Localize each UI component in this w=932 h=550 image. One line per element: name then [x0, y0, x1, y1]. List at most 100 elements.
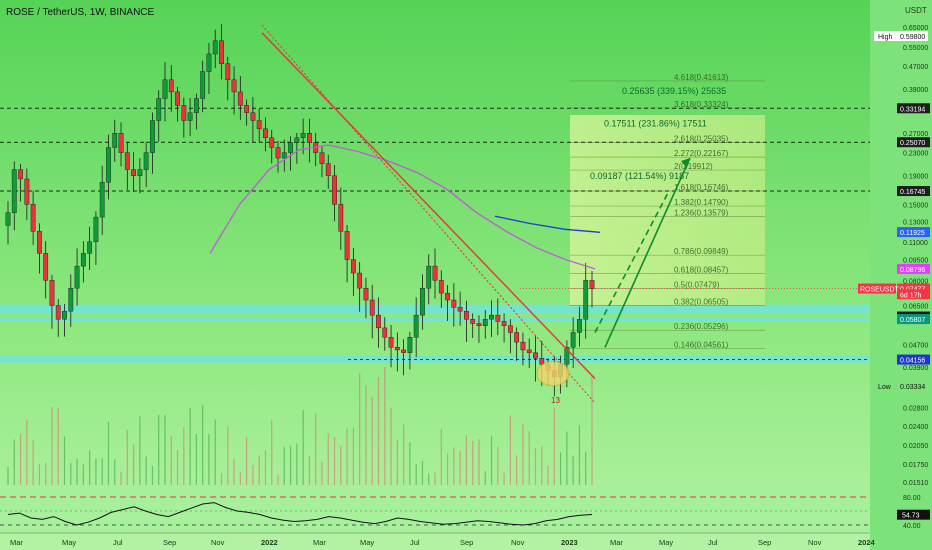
- volume-bar: [585, 451, 587, 485]
- volume-bar: [271, 419, 273, 485]
- candle-body: [175, 91, 180, 106]
- price-tick-label: 0.01750: [903, 462, 928, 469]
- candle-body: [156, 98, 162, 121]
- candle-body: [74, 265, 80, 289]
- volume-bar: [220, 473, 223, 485]
- price-badge-text: 0.11925: [900, 230, 925, 237]
- candle-body: [250, 112, 256, 121]
- volume-bar: [107, 421, 110, 485]
- fib-level-label: 4.618(0.41613): [674, 73, 729, 82]
- price-tick-label: 0.39000: [903, 87, 928, 94]
- volume-bar: [308, 456, 311, 485]
- candle-body: [382, 327, 388, 338]
- volume-bar: [352, 427, 354, 485]
- volume-bar: [547, 465, 549, 485]
- volume-bar: [239, 472, 241, 485]
- price-badge-box: [897, 263, 930, 274]
- volume-bar: [151, 465, 154, 485]
- candlesticks: [5, 24, 595, 397]
- volume-bar: [440, 428, 442, 485]
- volume-bar: [371, 396, 373, 485]
- volume-bar: [132, 444, 135, 485]
- rsi-value-box: [897, 509, 930, 520]
- rsi-value-text: 54.73: [902, 513, 920, 520]
- fib-level-label: 0.786(0.09849): [674, 247, 729, 256]
- candle-body: [357, 272, 363, 289]
- volume-bar: [421, 460, 424, 485]
- candle-body: [162, 79, 168, 99]
- time-axis-label: Sep: [460, 538, 473, 547]
- fib-level-label: 1.618(0.16746): [674, 183, 729, 192]
- volume-bar: [296, 443, 298, 485]
- time-axis-label: 2024: [858, 538, 876, 547]
- price-badge-text: 0.04156: [900, 358, 925, 365]
- volume-bar: [365, 385, 367, 485]
- volume-bar: [70, 463, 72, 485]
- target-annotation: 0.09187 (121.54%) 9187: [590, 171, 689, 181]
- candle-body: [420, 287, 425, 316]
- volume-bar: [377, 376, 380, 485]
- time-axis-label: Mar: [10, 538, 23, 547]
- high-value-box: [896, 31, 928, 41]
- symbol-tag-text: ROSEUSDT: [860, 287, 900, 294]
- price-badge-box: [897, 227, 930, 238]
- candle-body: [464, 310, 469, 320]
- candle-body: [388, 336, 394, 348]
- high-label: High: [878, 34, 893, 41]
- volume-bar: [145, 456, 147, 485]
- volume-bar: [459, 450, 461, 485]
- candle-body: [332, 175, 337, 205]
- downtrend-line: [261, 32, 596, 380]
- price-tick-label: 0.11000: [903, 240, 928, 247]
- candle-body: [344, 231, 350, 260]
- candle-body: [482, 319, 488, 326]
- candle-body: [43, 253, 49, 281]
- chart-header-title[interactable]: ROSE / TetherUS, 1W, BINANCE: [6, 7, 155, 18]
- price-tick-label: 0.27000: [903, 131, 928, 138]
- volume-bar: [26, 420, 28, 485]
- volume-bar: [333, 437, 336, 485]
- time-axis-label: 2023: [561, 538, 578, 547]
- candle-body: [476, 323, 482, 326]
- candle-body: [168, 79, 174, 93]
- candle-body: [520, 341, 526, 351]
- volume-bar: [95, 458, 97, 485]
- volume-bar: [560, 452, 562, 485]
- candle-body: [143, 152, 149, 170]
- fib-level-label: 0.236(0.05296): [674, 322, 729, 331]
- time-axis-label: Mar: [610, 538, 623, 547]
- fib-level-label: 3.618(0.33324): [674, 100, 729, 109]
- volume-bar: [490, 436, 493, 485]
- volume-bar: [453, 447, 455, 485]
- candle-body: [193, 98, 199, 113]
- price-badge-text: 0.05807: [900, 317, 925, 324]
- candle-body: [514, 332, 520, 343]
- candle-body: [150, 120, 155, 153]
- candle-body: [451, 299, 457, 308]
- trendlines: 13: [261, 24, 691, 405]
- candle-body: [288, 142, 293, 153]
- volume-bar: [359, 372, 361, 485]
- candle-body: [225, 63, 231, 81]
- time-axis-label: Jul: [708, 538, 718, 547]
- candle-body: [577, 319, 582, 333]
- volume-bar: [246, 437, 248, 485]
- candle-body: [68, 287, 74, 312]
- candle-body: [432, 265, 438, 281]
- volume-bar: [227, 426, 229, 485]
- time-axis-label: Jul: [113, 538, 123, 547]
- candle-body: [338, 204, 344, 232]
- volume-bar: [572, 455, 574, 485]
- volume-bar: [264, 450, 267, 485]
- price-badge-box: [897, 103, 930, 114]
- ma-purple-line: [209, 144, 596, 270]
- price-badge-box: [897, 289, 930, 300]
- time-axis-label: Nov: [511, 538, 525, 547]
- price-badge-box: [897, 186, 930, 197]
- volume-bar: [302, 409, 304, 485]
- candle-body: [350, 259, 356, 274]
- volume-bar: [578, 425, 581, 485]
- candle-body: [564, 347, 570, 365]
- price-tick-label: 0.04700: [903, 343, 928, 350]
